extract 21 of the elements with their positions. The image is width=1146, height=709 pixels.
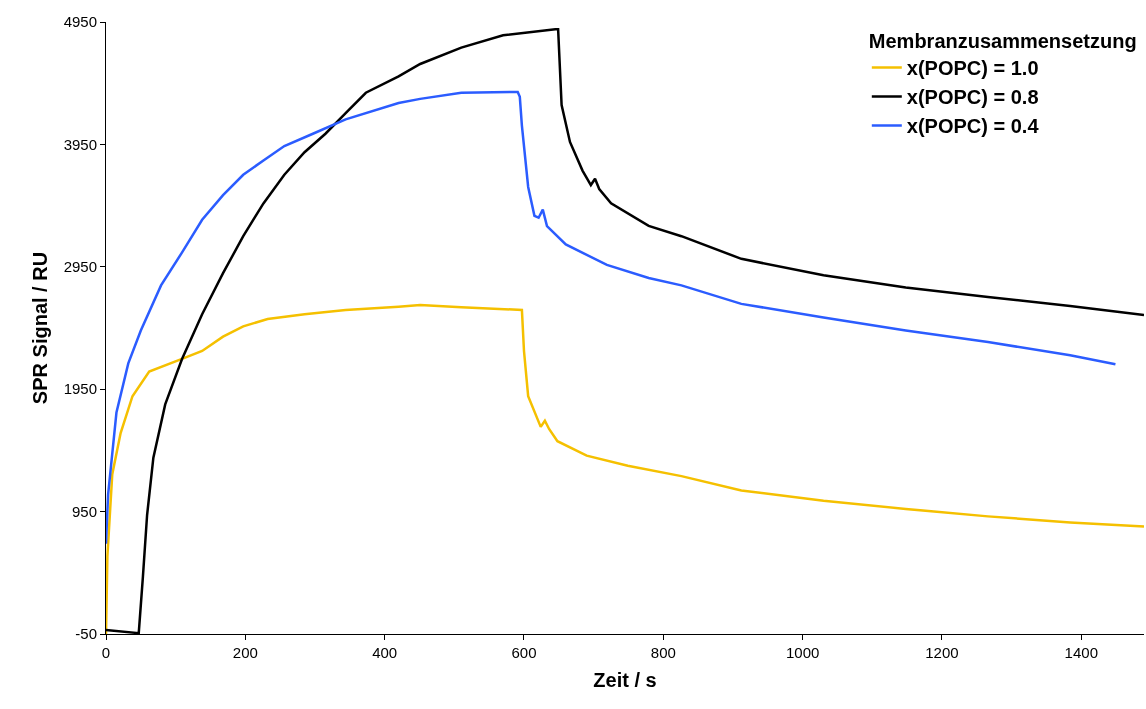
x-tick-label: 600 [511,644,537,661]
x-tick-label: 0 [101,644,111,661]
legend-label: x(POPC) = 1.0 [906,57,1039,80]
y-tick-label: -50 [75,625,97,643]
x-tick-label: 1200 [925,644,959,661]
legend-title: Membranzusammensetzung [868,30,1137,52]
legend-label: x(POPC) = 0.8 [906,86,1039,109]
x-tick-label: 1400 [1064,644,1098,661]
x-tick-label: 200 [232,644,258,661]
y-tick-label: 4950 [63,13,97,31]
y-axis-title: SPR Signal / RU [29,251,52,405]
x-tick-label: 400 [372,644,398,661]
y-tick-label: 950 [71,502,97,520]
x-tick-label: 1000 [785,644,820,661]
x-tick-label: 800 [650,644,676,661]
line-series [106,90,1117,546]
legend-label: x(POPC) = 0.4 [906,115,1040,138]
y-tick-label: 1950 [63,380,97,398]
y-tick-label: 2950 [63,258,97,276]
x-axis-title: Zeit / s [593,668,657,691]
y-tick-label: 3950 [63,135,97,153]
